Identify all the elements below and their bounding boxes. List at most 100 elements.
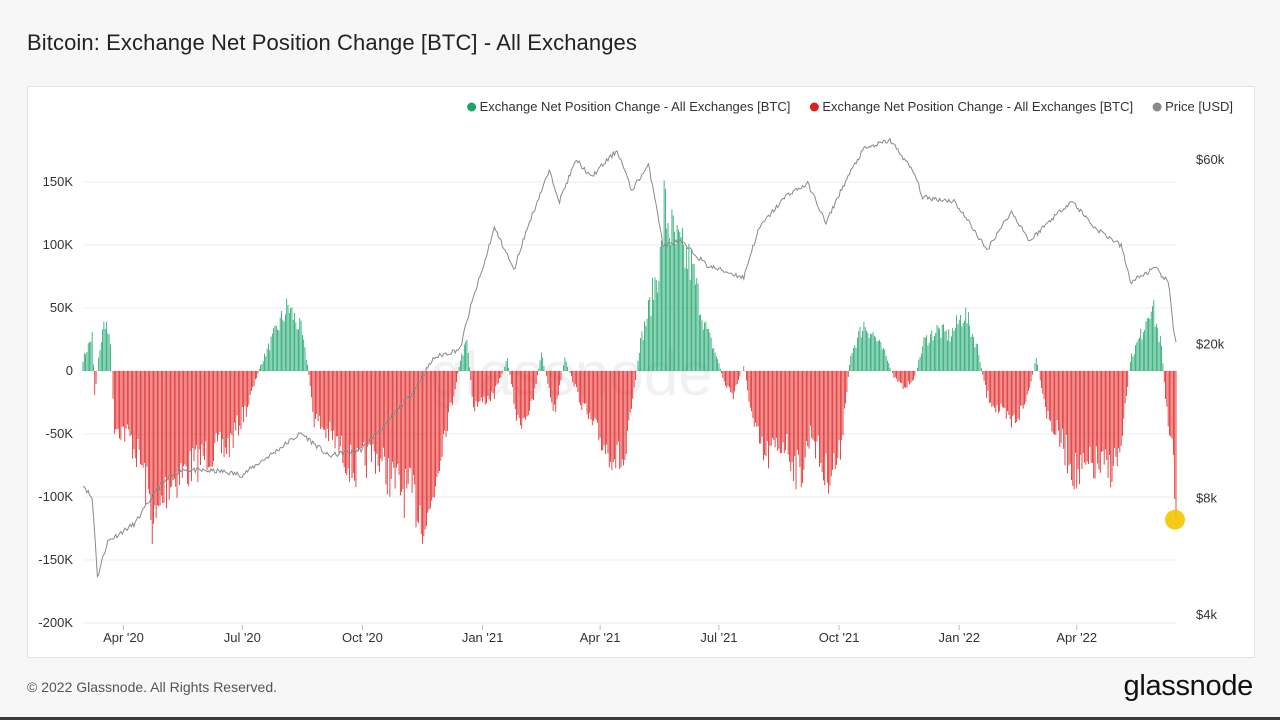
bar-negative (833, 371, 835, 454)
bar-positive (684, 267, 686, 371)
bar-negative (764, 371, 766, 456)
bar-negative (1085, 371, 1087, 465)
bar-negative (1061, 371, 1063, 429)
bar-negative (334, 371, 336, 449)
bar-positive (1141, 339, 1143, 371)
bar-negative (411, 371, 413, 493)
bar-positive (708, 328, 709, 371)
bar-negative (723, 371, 725, 382)
bar-negative (530, 371, 532, 402)
bar-negative (474, 371, 476, 412)
bar-negative (1050, 371, 1052, 422)
bar-positive (862, 330, 863, 371)
bar-negative (628, 371, 630, 421)
bar-negative (211, 371, 213, 467)
bar-negative (245, 371, 247, 417)
bar-positive (1158, 341, 1160, 371)
bar-negative (398, 371, 400, 475)
bar-positive (943, 324, 944, 371)
bar-negative (226, 371, 228, 455)
bar-positive (936, 324, 938, 371)
bar-negative (362, 371, 363, 447)
bar-negative (518, 371, 520, 419)
copyright-text: © 2022 Glassnode. All Rights Reserved. (27, 679, 278, 695)
bar-negative (376, 371, 378, 454)
bar-negative (1127, 371, 1129, 387)
bar-negative (585, 371, 587, 404)
bar-negative (1055, 371, 1057, 436)
bar-positive (713, 348, 715, 371)
bar-negative (496, 371, 498, 385)
bar-positive (958, 319, 960, 371)
bar-negative (405, 371, 406, 469)
bar-negative (394, 371, 396, 489)
legend-swatch (809, 102, 819, 112)
bar-negative (478, 371, 480, 403)
bar-positive (298, 329, 299, 371)
bar-negative (529, 371, 531, 412)
bar-negative (1016, 371, 1018, 422)
chart[interactable]: glassnode 150K100K50K0-50K-100K-150K-200… (28, 87, 1254, 657)
bar-negative (1009, 371, 1011, 420)
bar-negative (845, 371, 847, 404)
bar-positive (940, 337, 942, 371)
bar-positive (565, 361, 567, 371)
bar-negative (983, 371, 985, 381)
axes: 150K 100K 50K 0 -50K -100K -150K -200K $60k $20k $… (38, 152, 1224, 645)
bar-negative (772, 371, 773, 439)
bar-positive (465, 341, 467, 371)
bar-positive (950, 336, 952, 371)
bar-negative (913, 371, 914, 380)
bar-negative (232, 371, 234, 448)
bar-negative (1039, 371, 1041, 381)
bar-negative (1020, 371, 1022, 406)
bar-negative (815, 371, 816, 459)
bar-positive (934, 336, 935, 371)
bar-positive (875, 337, 877, 371)
y-left-tick-label: -100K (38, 489, 73, 504)
bar-negative (1102, 371, 1104, 452)
bar-negative (358, 371, 359, 452)
bar-positive (1146, 318, 1148, 371)
bar-positive (300, 320, 302, 371)
bar-negative (765, 371, 767, 457)
bar-negative (367, 371, 369, 447)
bar-positive (275, 325, 277, 371)
bar-negative (802, 371, 803, 484)
bar-negative (778, 371, 780, 449)
bar-negative (828, 371, 830, 494)
bar-negative (796, 371, 798, 450)
bar-negative (499, 371, 500, 379)
bar-negative (1052, 371, 1054, 434)
bar-negative (992, 371, 994, 406)
bar-negative (373, 371, 375, 452)
bar-negative (149, 371, 150, 495)
bar-positive (870, 333, 871, 371)
bar-negative (402, 371, 404, 489)
legend-label: Price [USD] (1165, 99, 1233, 114)
bar-negative (618, 371, 619, 442)
bar-positive (649, 297, 651, 371)
bar-negative (247, 371, 248, 408)
legend: Price [USD] Exchange Net Position Change … (467, 99, 1233, 114)
bar-negative (113, 371, 115, 434)
bar-negative (1056, 371, 1058, 421)
bar-negative (1031, 371, 1033, 375)
highlight (1165, 509, 1185, 530)
bar-positive (877, 340, 879, 371)
bar-positive (262, 361, 264, 371)
bar-positive (637, 360, 639, 371)
bar-negative (219, 371, 221, 432)
bar-positive (930, 333, 931, 371)
bar-negative (473, 371, 474, 408)
bar-negative (426, 371, 427, 526)
bar-negative (1166, 371, 1168, 407)
bar-positive (296, 329, 298, 371)
bar-negative (825, 371, 827, 454)
bar-negative (318, 371, 320, 416)
bar-negative (1043, 371, 1045, 400)
bar-negative (183, 371, 184, 467)
bar-negative (407, 371, 409, 485)
bar-positive (281, 311, 282, 371)
bar-negative (332, 371, 333, 440)
